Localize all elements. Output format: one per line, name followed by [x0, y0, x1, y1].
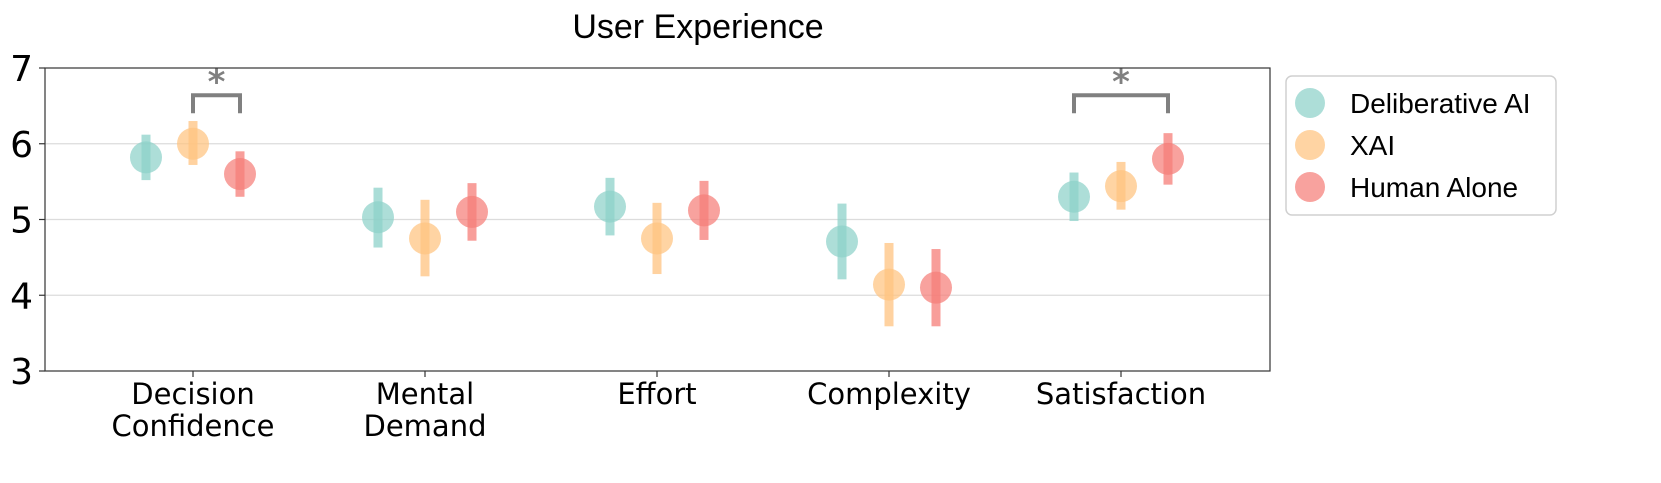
- data-point: [688, 194, 720, 227]
- data-point: [594, 190, 626, 223]
- significance-bracket: [191, 93, 242, 114]
- data-point: [920, 271, 952, 304]
- y-tick-label: 5: [10, 201, 33, 242]
- data-point: [224, 158, 256, 191]
- data-point: [456, 195, 488, 228]
- significance-star: *: [208, 62, 226, 102]
- y-axis: 3 4 5 6 7: [10, 49, 45, 393]
- legend-marker: [1295, 130, 1325, 160]
- x-tick-label: Demand: [364, 409, 487, 443]
- data-point: [1058, 180, 1090, 213]
- legend-label: Human Alone: [1350, 172, 1518, 203]
- y-tick-label: 6: [10, 125, 33, 166]
- legend: Deliberative AI XAI Human Alone: [1285, 75, 1557, 216]
- legend-marker: [1295, 88, 1325, 118]
- x-tick-label: Confidence: [111, 409, 274, 443]
- significance-markers: * *: [191, 62, 1170, 114]
- data-point: [409, 222, 441, 255]
- legend-label: XAI: [1350, 130, 1395, 161]
- data-point: [362, 201, 394, 234]
- significance-bracket: [1072, 93, 1170, 114]
- x-tick-label: Mental: [376, 377, 474, 411]
- y-tick-label: 7: [10, 49, 33, 90]
- chart-title: User Experience: [572, 8, 823, 46]
- data-point: [1152, 142, 1184, 175]
- data-point: [826, 225, 858, 258]
- legend-box: [1285, 75, 1557, 216]
- legend-label: Deliberative AI: [1350, 88, 1531, 119]
- data-point: [1105, 170, 1137, 203]
- significance-star: *: [1112, 62, 1130, 102]
- x-tick-label: Decision: [131, 377, 254, 411]
- x-tick-label: Complexity: [807, 377, 971, 411]
- data-point: [873, 268, 905, 301]
- legend-marker: [1295, 172, 1325, 202]
- x-tick-label: Effort: [617, 377, 696, 411]
- data-point: [130, 141, 162, 174]
- data-point: [177, 127, 209, 160]
- data-points: [130, 127, 1184, 304]
- data-point: [641, 222, 673, 255]
- y-tick-label: 3: [10, 352, 33, 393]
- y-tick-label: 4: [10, 276, 33, 317]
- x-tick-label: Satisfaction: [1036, 377, 1206, 411]
